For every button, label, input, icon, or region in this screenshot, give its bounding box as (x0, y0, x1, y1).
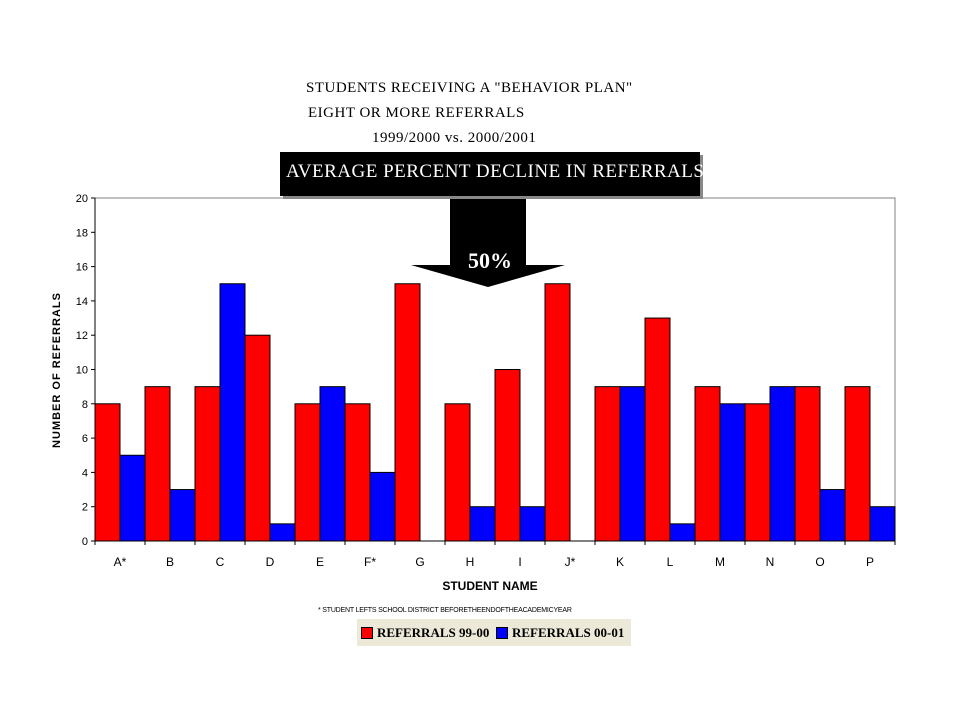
legend: REFERRALS 99-00 REFERRALS 00-01 (357, 619, 631, 646)
x-tick-label: G (415, 555, 424, 569)
x-axis-label: STUDENT NAME (442, 579, 537, 593)
bar-referrals-99-00 (294, 403, 321, 542)
y-tick-label: 6 (82, 433, 88, 445)
bar-referrals-99-00 (744, 403, 771, 542)
bar-referrals-00-01 (319, 386, 346, 542)
legend-swatch-blue (496, 627, 508, 639)
legend-item-00-01: REFERRALS 00-01 (496, 625, 624, 641)
x-tick-label: F* (364, 555, 376, 569)
y-tick-label: 14 (76, 296, 88, 308)
y-tick-label: 20 (76, 193, 88, 205)
bar-referrals-00-01 (219, 283, 246, 542)
bar-referrals-99-00 (94, 403, 121, 542)
bar-referrals-99-00 (544, 283, 571, 542)
x-tick-label: I (518, 555, 521, 569)
bar-referrals-99-00 (594, 386, 621, 542)
x-tick-label: A* (114, 555, 127, 569)
legend-item-99-00: REFERRALS 99-00 (361, 625, 489, 641)
x-tick-label: P (866, 555, 874, 569)
bar-referrals-00-01 (519, 506, 546, 542)
y-tick-label: 2 (82, 502, 88, 514)
percent-decline-value: 50% (468, 248, 512, 273)
bar-referrals-99-00 (194, 386, 221, 542)
bar-referrals-99-00 (444, 403, 471, 542)
x-tick-label: B (166, 555, 174, 569)
bar-referrals-00-01 (769, 386, 796, 542)
bar-referrals-99-00 (644, 317, 671, 542)
legend-swatch-red (361, 627, 373, 639)
legend-label: REFERRALS 99-00 (377, 625, 490, 640)
x-tick-label: O (815, 555, 824, 569)
bar-referrals-00-01 (869, 506, 896, 542)
decline-banner: AVERAGE PERCENT DECLINE IN REFERRALS (280, 152, 704, 196)
legend-label: REFERRALS 00-01 (512, 625, 625, 640)
down-arrow: 50% (411, 196, 565, 287)
bar-referrals-00-01 (169, 489, 196, 542)
bar-referrals-00-01 (269, 523, 296, 542)
y-tick-label: 4 (82, 467, 88, 479)
x-tick-label: M (715, 555, 725, 569)
x-tick-label: H (466, 555, 475, 569)
bar-referrals-00-01 (469, 506, 496, 542)
chart-title-line-1: STUDENTS RECEIVING A "BEHAVIOR PLAN" (306, 80, 633, 96)
y-tick-label: 12 (76, 330, 88, 342)
bar-referrals-99-00 (344, 403, 371, 542)
bar-referrals-99-00 (794, 386, 821, 542)
x-tick-label: J* (565, 555, 576, 569)
banner-text: AVERAGE PERCENT DECLINE IN REFERRALS (286, 161, 705, 182)
bar-referrals-99-00 (244, 334, 271, 542)
footnote: * STUDENT LEFTS SCHOOL DISTRICT BEFORETH… (318, 607, 572, 614)
bar-referrals-00-01 (669, 523, 696, 542)
bar-referrals-99-00 (144, 386, 171, 542)
x-tick-label: N (766, 555, 775, 569)
y-axis-label: NUMBER OF REFERRALS (51, 292, 63, 448)
bar-referrals-99-00 (694, 386, 721, 542)
bar-referrals-99-00 (494, 369, 521, 542)
y-tick-label: 18 (76, 227, 88, 239)
bar-referrals-00-01 (719, 403, 746, 542)
down-arrow-icon (411, 196, 565, 287)
y-tick-label: 10 (76, 365, 88, 377)
x-tick-label: L (667, 555, 674, 569)
bar-referrals-00-01 (119, 454, 146, 542)
chart-title-line-3: 1999/2000 vs. 2000/2001 (372, 130, 537, 146)
bar-referrals-99-00 (844, 386, 871, 542)
bar-referrals-00-01 (369, 471, 396, 542)
y-tick-label: 0 (82, 536, 88, 548)
bar-referrals-00-01 (619, 386, 646, 542)
bar-referrals-99-00 (394, 283, 421, 542)
bar-referrals-00-01 (819, 489, 846, 542)
x-tick-label: D (266, 555, 275, 569)
chart-title-line-2: EIGHT OR MORE REFERRALS (308, 105, 525, 121)
x-tick-label: C (216, 555, 225, 569)
y-tick-label: 8 (82, 399, 88, 411)
y-tick-label: 16 (76, 262, 88, 274)
x-tick-label: E (316, 555, 324, 569)
x-tick-label: K (616, 555, 624, 569)
